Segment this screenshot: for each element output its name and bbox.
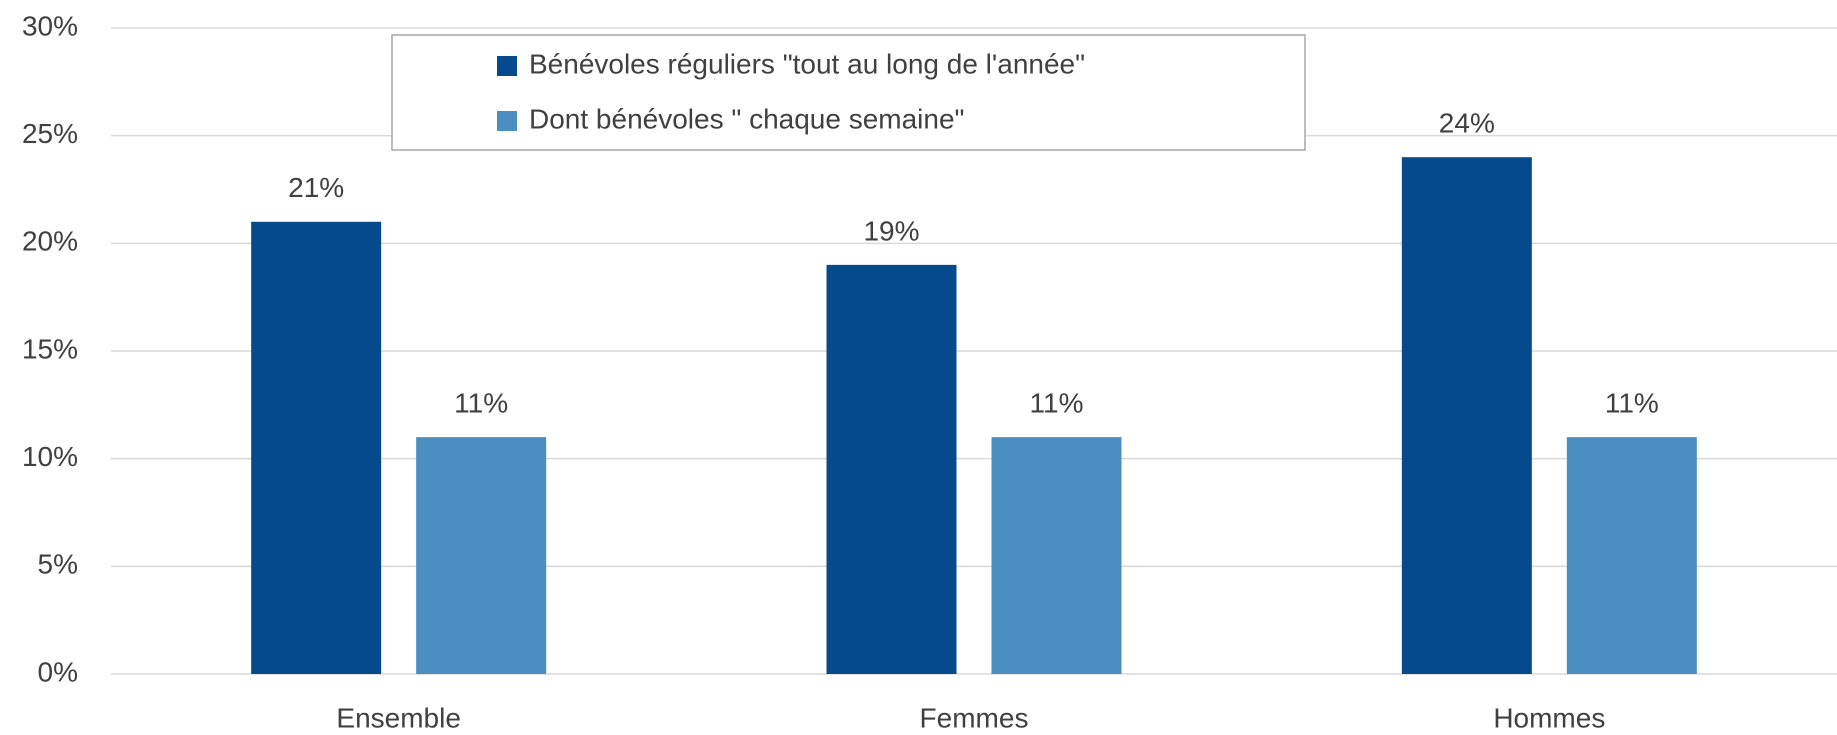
y-tick-label: 30% bbox=[22, 10, 78, 41]
bar bbox=[1566, 437, 1697, 674]
bar bbox=[1401, 157, 1532, 674]
y-tick-label: 15% bbox=[22, 333, 78, 364]
bar bbox=[251, 221, 382, 675]
y-tick-label: 10% bbox=[22, 441, 78, 472]
legend-label: Bénévoles réguliers "tout au long de l'a… bbox=[529, 48, 1085, 79]
data-label: 11% bbox=[1030, 388, 1084, 419]
bar bbox=[416, 437, 547, 674]
legend-swatch bbox=[497, 56, 517, 76]
y-tick-label: 20% bbox=[22, 226, 78, 257]
legend-label: Dont bénévoles " chaque semaine" bbox=[529, 103, 965, 134]
data-label: 21% bbox=[288, 172, 344, 203]
data-label: 11% bbox=[454, 388, 508, 419]
bar bbox=[826, 264, 957, 674]
data-label: 19% bbox=[863, 215, 919, 246]
x-tick-label: Femmes bbox=[920, 702, 1029, 733]
legend-box bbox=[391, 34, 1306, 151]
y-tick-label: 5% bbox=[38, 549, 78, 580]
x-tick-label: Ensemble bbox=[336, 702, 461, 733]
y-tick-label: 25% bbox=[22, 118, 78, 149]
x-tick-label: Hommes bbox=[1493, 702, 1605, 733]
y-tick-label: 0% bbox=[38, 656, 78, 687]
legend-swatch bbox=[497, 111, 517, 131]
bar bbox=[991, 437, 1122, 674]
data-label: 24% bbox=[1439, 108, 1495, 139]
data-label: 11% bbox=[1605, 388, 1659, 419]
